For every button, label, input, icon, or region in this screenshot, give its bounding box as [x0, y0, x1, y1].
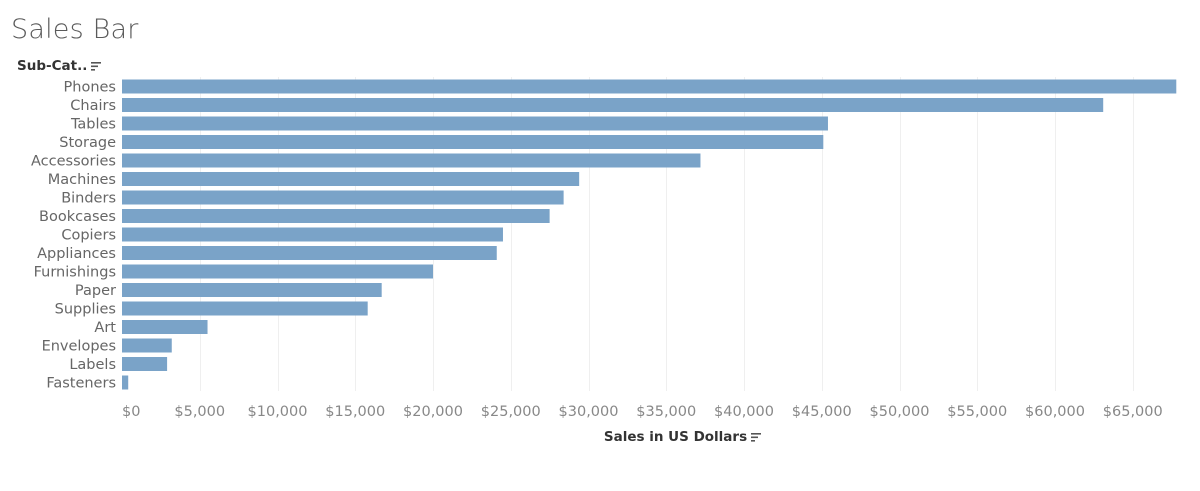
category-label-paper: Paper	[75, 283, 116, 299]
category-label-tables: Tables	[70, 117, 116, 133]
row-header-label: Sub-Cat..	[17, 58, 88, 74]
x-tick-label: $10,000	[248, 404, 308, 420]
bar-bookcases[interactable]	[122, 209, 550, 223]
category-label-chairs: Chairs	[70, 98, 116, 114]
x-axis-ticks: $0 $5,000 $10,000 $15,000 $20,000 $25,000 $30,…	[122, 404, 1163, 420]
bar-phones[interactable]	[122, 79, 1177, 94]
bar-envelopes[interactable]	[122, 338, 172, 353]
bar-fasteners[interactable]	[122, 375, 129, 390]
x-tick-label: $65,000	[1103, 404, 1163, 420]
category-label-furnishings: Furnishings	[34, 265, 116, 281]
category-label-supplies: Supplies	[55, 302, 116, 318]
bar-copiers[interactable]	[122, 227, 503, 242]
bar-labels[interactable]	[122, 357, 168, 371]
category-label-copiers: Copiers	[61, 228, 116, 244]
bar-chairs[interactable]	[122, 98, 1104, 112]
bar-binders[interactable]	[122, 190, 564, 205]
x-axis-title-container[interactable]: Sales in US Dollars	[0, 429, 1200, 445]
x-tick-label: $20,000	[403, 404, 463, 420]
bar-art[interactable]	[122, 320, 208, 334]
category-label-accessories: Accessories	[31, 154, 116, 170]
x-tick-label: $25,000	[481, 404, 541, 420]
x-tick-label: $40,000	[714, 404, 774, 420]
category-label-appliances: Appliances	[37, 246, 116, 262]
bar-furnishings[interactable]	[122, 264, 433, 279]
bar-accessories[interactable]	[122, 153, 701, 168]
sort-descending-icon[interactable]	[751, 432, 762, 442]
category-label-binders: Binders	[61, 191, 116, 207]
category-label-fasteners: Fasteners	[46, 376, 116, 392]
x-tick-label: $35,000	[636, 404, 696, 420]
category-label-art: Art	[94, 320, 116, 336]
category-label-machines: Machines	[48, 172, 116, 188]
bar-supplies[interactable]	[122, 301, 368, 316]
bar-appliances[interactable]	[122, 246, 497, 260]
x-tick-label: $30,000	[559, 404, 619, 420]
x-tick-label: $0	[122, 404, 140, 420]
x-tick-label: $55,000	[947, 404, 1007, 420]
category-label-bookcases: Bookcases	[39, 209, 116, 225]
category-label-labels: Labels	[69, 357, 116, 373]
bar-storage[interactable]	[122, 135, 824, 149]
chart-title: Sales Bar	[11, 14, 139, 45]
x-tick-label: $45,000	[792, 404, 852, 420]
x-axis-title: Sales in US Dollars	[603, 429, 748, 445]
category-label-phones: Phones	[64, 80, 116, 96]
sort-descending-icon[interactable]	[91, 61, 102, 71]
x-tick-label: $5,000	[174, 404, 225, 420]
bars	[122, 79, 1177, 390]
x-tick-label: $50,000	[870, 404, 930, 420]
bar-paper[interactable]	[122, 283, 382, 297]
category-label-envelopes: Envelopes	[42, 339, 116, 355]
bar-tables[interactable]	[122, 116, 828, 131]
category-label-storage: Storage	[59, 135, 116, 151]
category-labels: Phones Chairs Tables Storage Accessories Mach…	[31, 80, 116, 392]
x-tick-label: $15,000	[325, 404, 385, 420]
x-tick-label: $60,000	[1025, 404, 1085, 420]
row-header-sub-category[interactable]: Sub-Cat..	[17, 58, 102, 74]
bar-machines[interactable]	[122, 172, 580, 186]
